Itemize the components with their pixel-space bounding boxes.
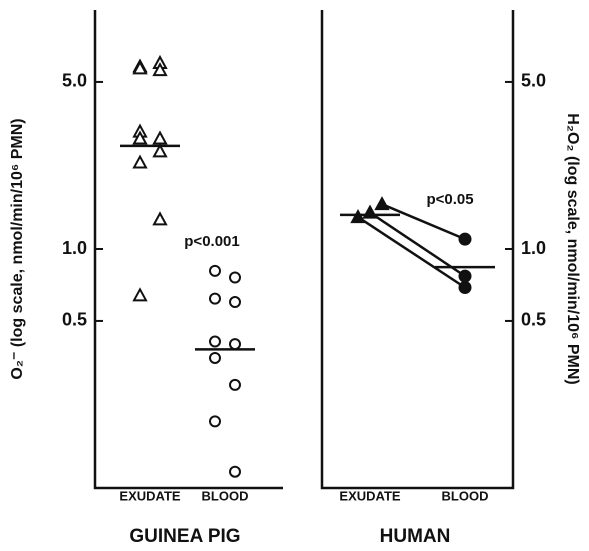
y-tick-label: 1.0 (62, 238, 87, 258)
annotation: p<0.001 (184, 233, 239, 250)
axis (93, 10, 283, 490)
x-tick-label: EXUDATE (339, 488, 400, 503)
circle-marker (458, 281, 472, 295)
circle-marker (229, 378, 241, 391)
triangle-marker (132, 154, 148, 169)
pair-line (357, 216, 466, 289)
y-axis-label: O₂⁻ (log scale, nmol/min/10⁶ PMN) (9, 118, 26, 379)
circle-marker (229, 271, 241, 284)
circle-marker (209, 264, 221, 277)
circle-marker (458, 269, 472, 283)
circle-marker (209, 415, 221, 428)
y-tick-label: 1.0 (521, 238, 546, 258)
x-axis-label: GUINEA PIG (129, 526, 240, 547)
x-tick-label: EXUDATE (119, 488, 180, 503)
circle-marker (458, 232, 472, 246)
triangle-marker (132, 287, 148, 302)
triangle-marker (152, 62, 168, 77)
circle-marker (209, 335, 221, 348)
triangle-marker (152, 143, 168, 158)
y-tick-label: 5.0 (62, 71, 87, 91)
pair-line (381, 203, 466, 241)
circle-marker (229, 296, 241, 309)
y-tick-label: 5.0 (521, 71, 546, 91)
circle-marker (209, 292, 221, 305)
triangle-marker (374, 196, 390, 211)
y-axis-label: H₂O₂ (log scale, nmol/min/10⁶ PMN) (564, 113, 581, 384)
triangle-marker (350, 208, 366, 224)
x-tick-label: BLOOD (442, 488, 489, 503)
triangle-marker (152, 130, 168, 145)
circle-marker (209, 351, 221, 364)
y-tick-label: 0.5 (62, 310, 87, 330)
triangle-marker (132, 130, 148, 145)
triangle-marker (132, 60, 148, 75)
triangle-marker (362, 204, 378, 219)
x-axis-label: HUMAN (380, 526, 451, 547)
circle-marker (229, 465, 241, 478)
circle-marker (229, 338, 241, 351)
annotation: p<0.05 (426, 191, 473, 208)
x-tick-label: BLOOD (202, 488, 249, 503)
axis (320, 10, 515, 490)
y-tick-label: 0.5 (521, 310, 546, 330)
pair-line (369, 211, 466, 278)
triangle-marker (152, 211, 168, 226)
